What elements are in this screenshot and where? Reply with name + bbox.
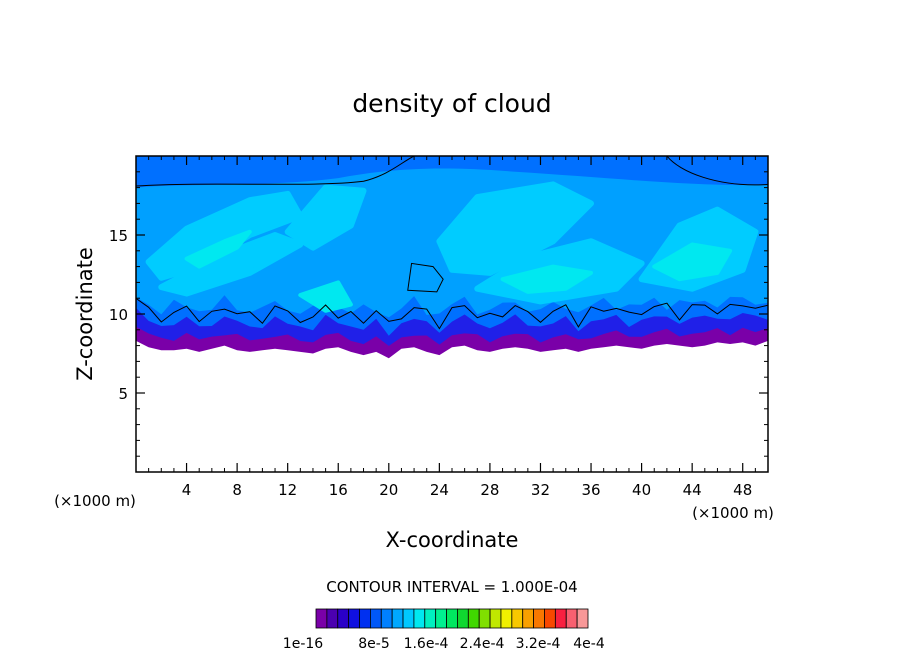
- colorbar-swatch: [402, 608, 415, 629]
- colorbar-swatch: [544, 608, 556, 629]
- colorbar-swatch: [326, 608, 339, 629]
- colorbar-swatch: [348, 608, 360, 629]
- x-axis-ticks: 4 8 12 16 20 24 28 32 36 40 44 48: [148, 156, 756, 499]
- field-cyan-swirl: [436, 181, 594, 276]
- x-tick-label: 4: [182, 481, 192, 499]
- x-tick-label: 36: [581, 481, 600, 499]
- colorbar-swatch: [565, 608, 578, 629]
- x-tick-label: 40: [632, 481, 651, 499]
- contour-line-upper-right: [666, 156, 768, 186]
- contour-line-lower: [136, 297, 768, 330]
- colorbar-tick-label: 3.2e-4: [516, 636, 561, 652]
- colorbar-swatch: [511, 608, 524, 629]
- x-tick-label: 24: [430, 481, 449, 499]
- cloud-density-field: [136, 156, 768, 359]
- colorbar-swatch: [576, 608, 589, 629]
- contour-lines: [136, 156, 768, 330]
- colorbar-swatch: [554, 608, 567, 629]
- x-tick-label: 48: [733, 481, 752, 499]
- colorbar-swatch: [369, 608, 382, 629]
- chart-title: density of cloud: [352, 89, 551, 118]
- colorbar-swatch: [457, 608, 469, 629]
- colorbar-tick-label: 1e-16: [283, 636, 323, 652]
- x-unit-label-right: (×1000 m): [692, 504, 774, 522]
- colorbar-tick-label: 8e-5: [358, 636, 389, 652]
- y-axis-label: Z-coordinate: [73, 247, 97, 381]
- field-aqua-patch: [184, 229, 252, 269]
- colorbar-swatch: [413, 608, 426, 629]
- colorbar: [315, 608, 589, 629]
- colorbar-swatch: [467, 608, 480, 629]
- colorbar-swatch: [478, 608, 491, 629]
- colorbar-swatch: [446, 608, 458, 629]
- colorbar-swatch: [489, 608, 502, 629]
- colorbar-tick-label: 2.4e-4: [460, 636, 505, 652]
- colorbar-swatch: [522, 608, 534, 629]
- x-tick-label: 28: [480, 481, 499, 499]
- x-axis-label: X-coordinate: [386, 528, 519, 552]
- colorbar-swatch: [391, 608, 404, 629]
- colorbar-tick-labels: 1e-16 8e-5 1.6e-4 2.4e-4 3.2e-4 4e-4: [283, 636, 605, 652]
- contour-line-upper-left: [136, 156, 415, 187]
- y-axis-ticks: 5 10 15: [109, 171, 768, 457]
- y-tick-label: 10: [109, 306, 128, 324]
- x-tick-label: 8: [232, 481, 242, 499]
- y-tick-label: 5: [118, 385, 128, 403]
- colorbar-swatch: [435, 608, 447, 629]
- y-tick-label: 15: [109, 227, 128, 245]
- colorbar-tick-label: 1.6e-4: [404, 636, 449, 652]
- colorbar-swatch: [380, 608, 393, 629]
- colorbar-swatch: [315, 608, 328, 629]
- colorbar-swatch: [424, 608, 437, 629]
- field-top-band: [136, 156, 768, 188]
- colorbar-swatch: [533, 608, 545, 629]
- x-tick-label: 12: [278, 481, 297, 499]
- x-unit-label-left: (×1000 m): [54, 492, 136, 510]
- x-tick-label: 32: [531, 481, 550, 499]
- x-tick-label: 20: [379, 481, 398, 499]
- field-aqua-patch: [298, 280, 353, 313]
- colorbar-tick-label: 4e-4: [573, 636, 605, 652]
- field-aqua-patch: [500, 264, 593, 294]
- x-tick-label: 44: [683, 481, 702, 499]
- field-cyan-swirl: [284, 184, 367, 251]
- contour-loop: [407, 262, 444, 293]
- field-aqua-patch: [652, 242, 733, 282]
- x-tick-label: 16: [329, 481, 348, 499]
- colorbar-swatch: [359, 608, 371, 629]
- colorbar-swatch: [500, 608, 513, 629]
- contour-interval-label: CONTOUR INTERVAL = 1.000E-04: [326, 578, 577, 596]
- colorbar-swatch: [337, 608, 350, 629]
